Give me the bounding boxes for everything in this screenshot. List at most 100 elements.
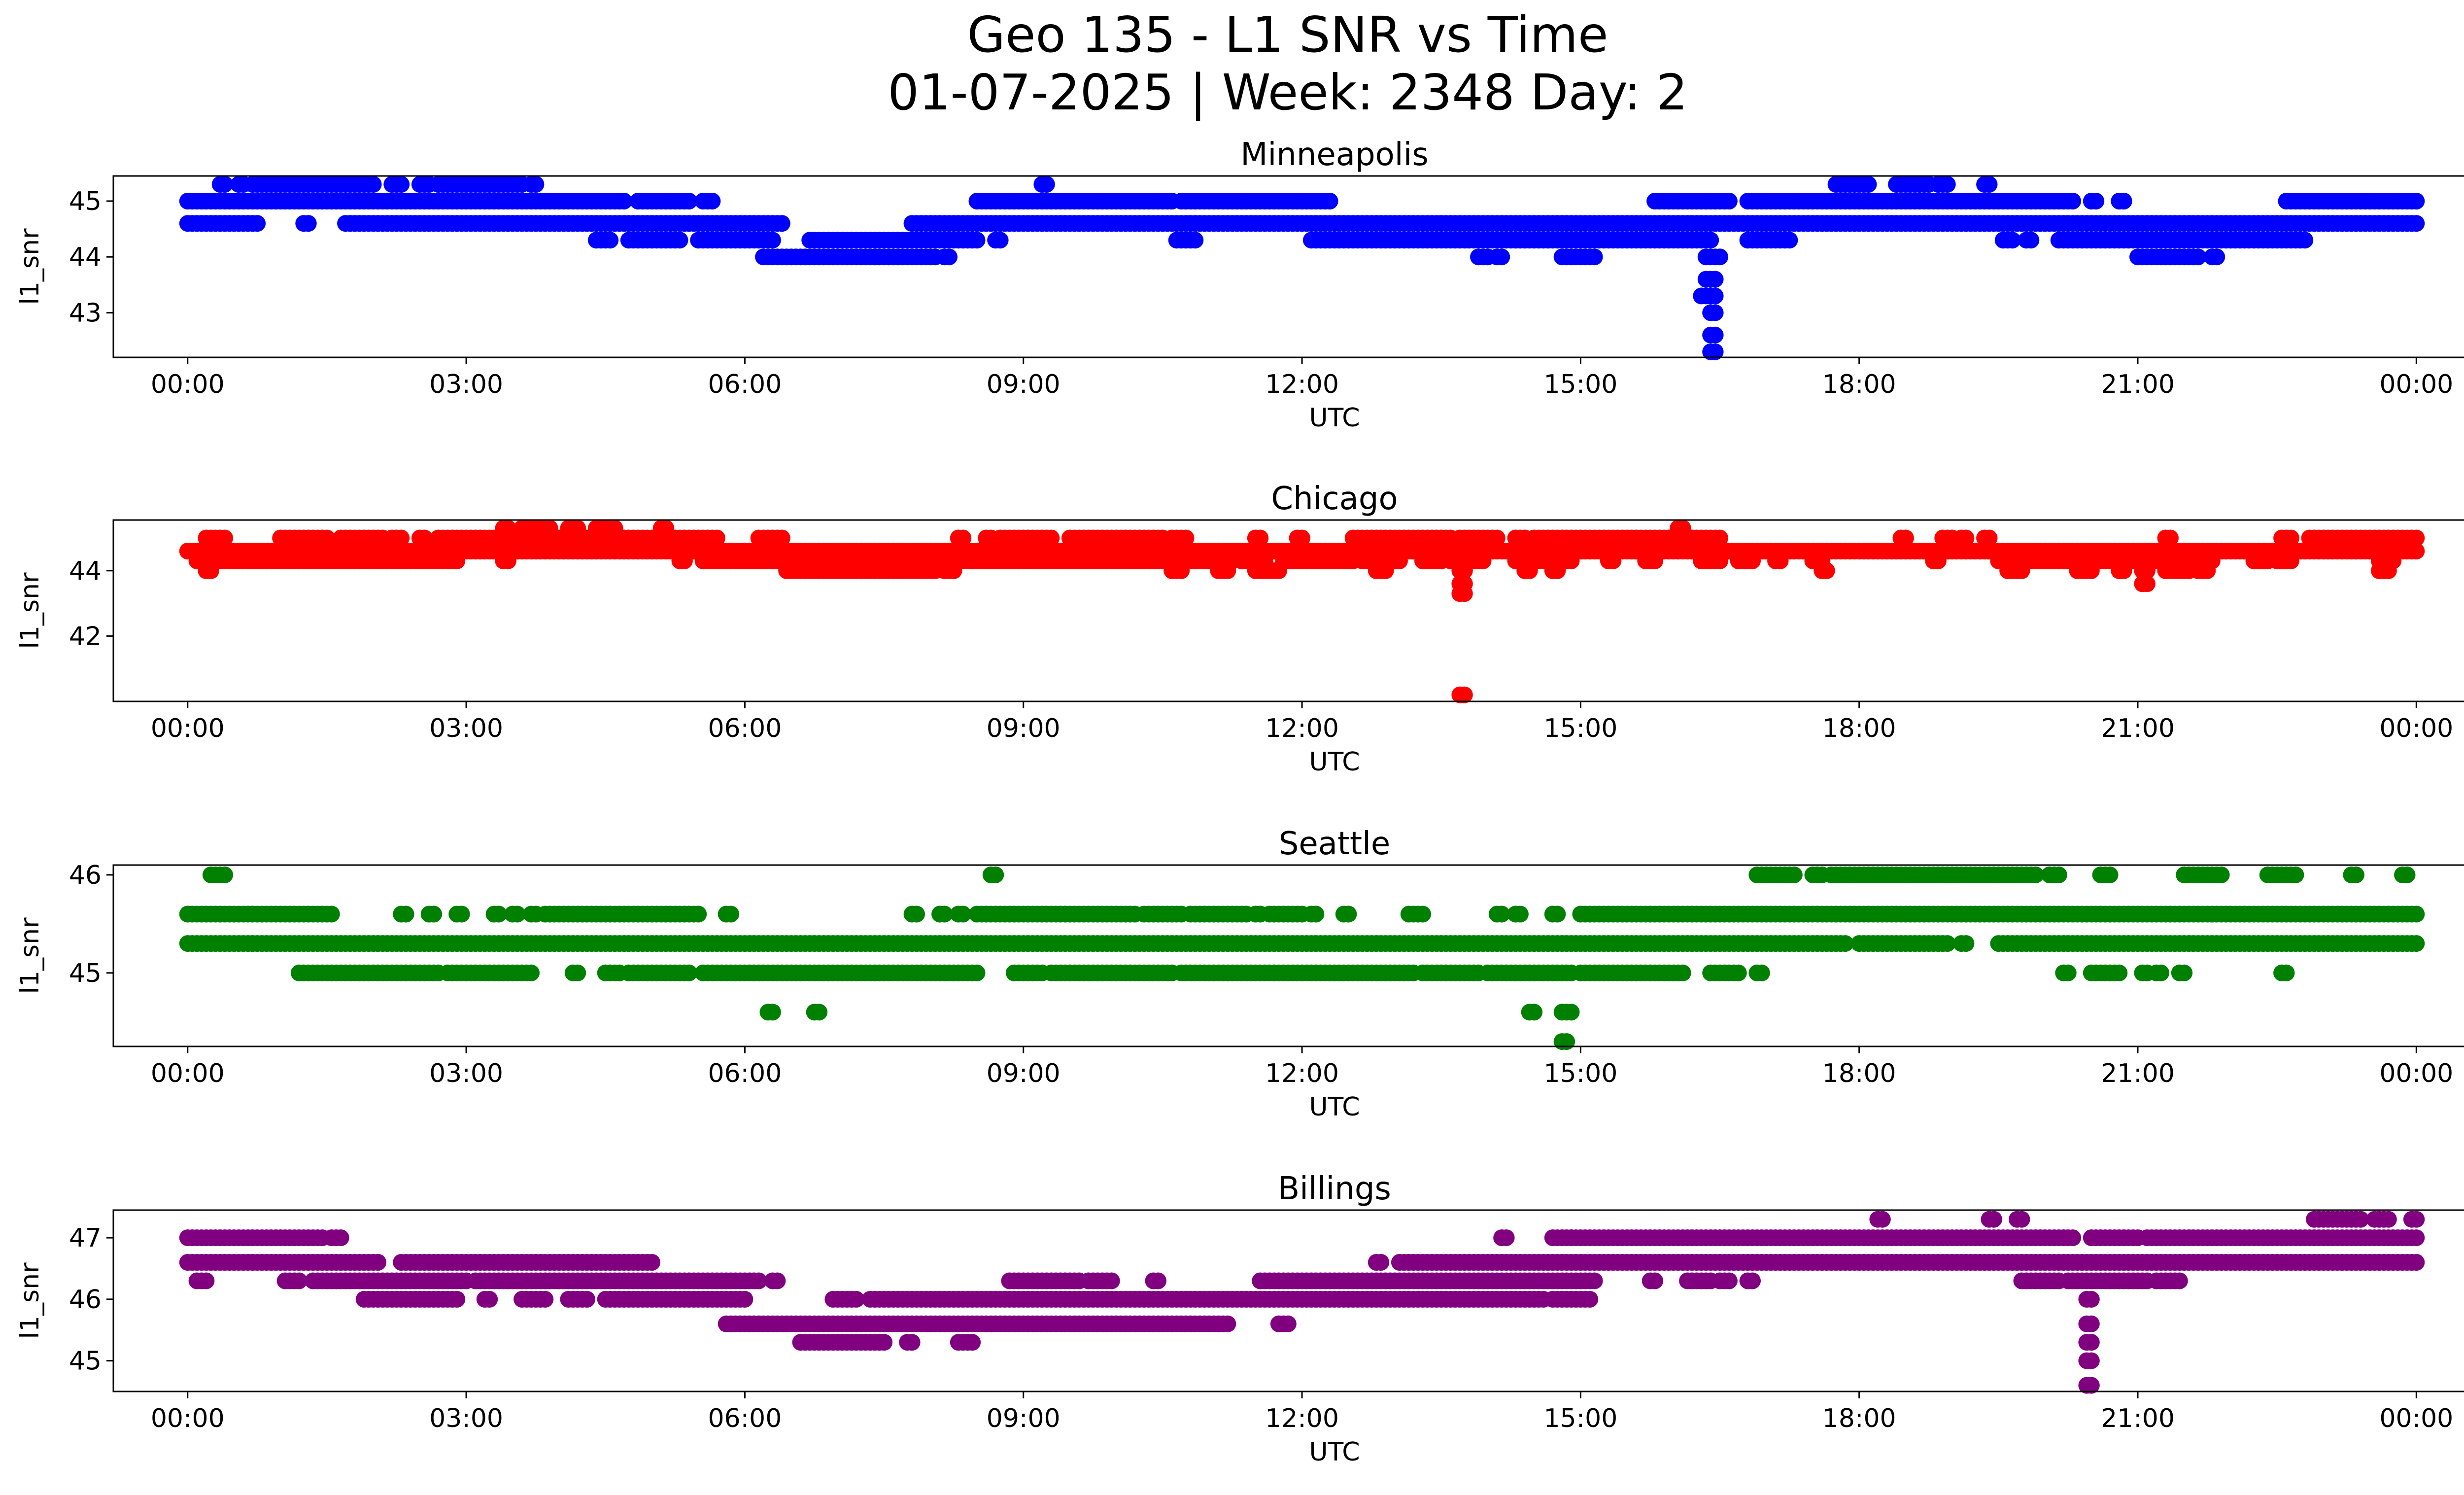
data-point (2282, 529, 2299, 547)
data-point (1521, 562, 1538, 579)
data-point (1493, 905, 1510, 923)
data-point (1957, 529, 1975, 547)
data-point (773, 529, 790, 547)
x-tick-label: 00:00 (151, 714, 225, 743)
data-point (2064, 193, 2082, 209)
data-point (1711, 248, 1728, 266)
data-point (708, 529, 725, 547)
figure-title-line2: 01-07-2025 | Week: 2348 Day: 2 (888, 64, 1687, 121)
data-point (2153, 964, 2170, 981)
data-point (1874, 1211, 1891, 1228)
data-point (1818, 562, 1835, 579)
data-point (216, 176, 234, 193)
x-tick-label: 00:00 (2379, 370, 2453, 399)
data-point (1549, 905, 1566, 923)
data-point (2278, 964, 2295, 981)
data-point (773, 215, 790, 232)
data-point (616, 193, 633, 209)
data-point (393, 176, 410, 193)
data-point (453, 905, 470, 923)
data-point (2408, 193, 2425, 209)
data-point (1391, 552, 1408, 569)
data-point (1252, 529, 1269, 547)
x-tick-label: 03:00 (429, 714, 503, 743)
data-point (1860, 176, 1877, 193)
data-point (602, 232, 619, 249)
data-point (1307, 905, 1325, 923)
data-point (1981, 529, 1998, 547)
data-point (1414, 905, 1431, 923)
x-tick-label: 18:00 (1822, 714, 1896, 743)
data-point (2138, 575, 2156, 592)
x-axis-label: UTC (1309, 1092, 1360, 1122)
data-point (1563, 1004, 1580, 1021)
data-point (1043, 529, 1060, 547)
y-axis-label: l1_snr (15, 917, 45, 994)
data-point (1177, 529, 1195, 547)
data-point (903, 1334, 921, 1351)
data-points (179, 176, 2425, 360)
data-point (1586, 248, 1603, 266)
data-point (2296, 232, 2314, 249)
panel-title: Seattle (1279, 826, 1391, 862)
data-point (722, 905, 740, 923)
data-point (2027, 866, 2044, 883)
data-point (2162, 529, 2179, 547)
data-point (1549, 562, 1566, 579)
x-axis-label: UTC (1309, 403, 1360, 433)
data-point (448, 552, 466, 569)
data-point (1707, 287, 1724, 305)
y-tick-label: 47 (69, 1223, 102, 1253)
data-point (2408, 1254, 2425, 1271)
data-point (300, 215, 317, 232)
data-point (1511, 905, 1529, 923)
data-point (1279, 1315, 1297, 1332)
data-point (955, 529, 972, 547)
x-tick-label: 00:00 (151, 1404, 225, 1433)
y-tick-label: 45 (69, 187, 102, 216)
y-tick-label: 46 (69, 1285, 102, 1315)
data-point (1720, 1272, 1738, 1289)
data-point (332, 1229, 349, 1247)
data-point (2004, 232, 2021, 249)
x-tick-label: 18:00 (1822, 1404, 1896, 1433)
x-tick-label: 09:00 (987, 714, 1061, 743)
panel-title: Minneapolis (1240, 137, 1428, 173)
axes-frame (112, 1209, 2464, 1392)
x-tick-label: 00:00 (151, 1059, 225, 1088)
data-point (1456, 562, 1473, 579)
x-tick-label: 21:00 (2101, 370, 2175, 399)
x-tick-label: 15:00 (1543, 714, 1617, 743)
data-point (2347, 866, 2364, 883)
data-point (490, 905, 507, 923)
data-point (2083, 562, 2100, 579)
data-point (416, 529, 433, 547)
data-point (1646, 552, 1664, 569)
data-point (2380, 1211, 2397, 1228)
axes-frame (112, 519, 2464, 702)
x-tick-label: 15:00 (1543, 1059, 1617, 1088)
data-point (1674, 964, 1691, 981)
data-point (1707, 271, 1724, 288)
data-point (2408, 935, 2425, 952)
data-point (1586, 1272, 1603, 1289)
data-point (318, 529, 336, 547)
data-point (955, 905, 972, 923)
y-tick-label: 43 (69, 298, 102, 328)
data-point (1493, 248, 1510, 266)
data-point (1219, 562, 1236, 579)
data-point (936, 905, 953, 923)
data-point (1646, 1272, 1664, 1289)
data-point (2408, 215, 2425, 232)
data-point (2208, 248, 2225, 266)
data-point (2408, 543, 2425, 559)
data-point (1707, 304, 1724, 321)
x-tick-label: 00:00 (151, 370, 225, 399)
data-point (1785, 866, 1803, 883)
data-point (681, 193, 698, 209)
data-point (681, 964, 698, 981)
data-point (764, 1004, 781, 1021)
data-point (1340, 905, 1357, 923)
data-point (736, 1290, 753, 1308)
